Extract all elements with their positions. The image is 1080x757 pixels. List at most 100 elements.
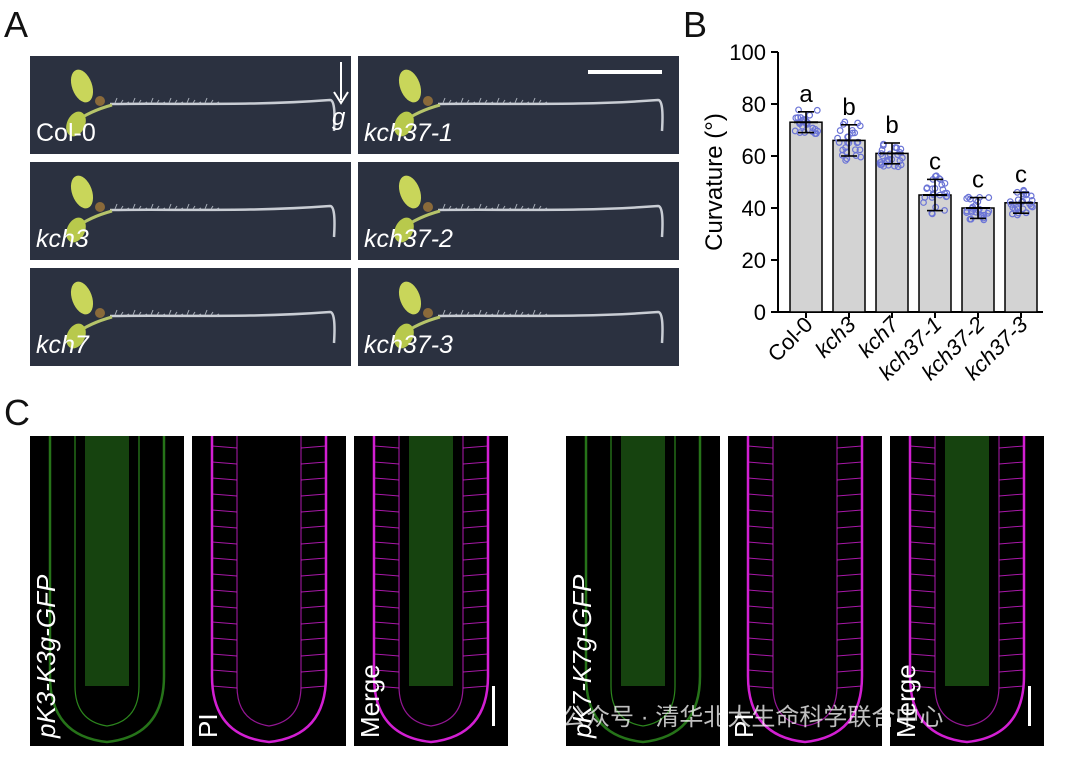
cell-wall bbox=[747, 637, 774, 641]
root-outline bbox=[746, 436, 864, 744]
seed-coat bbox=[423, 96, 433, 106]
cell-wall bbox=[909, 589, 936, 593]
gravity-arrow-icon bbox=[333, 62, 349, 105]
cell-wall bbox=[462, 557, 489, 561]
cell-wall bbox=[747, 653, 774, 657]
root-outline bbox=[908, 436, 1026, 744]
cell-wall bbox=[998, 493, 1025, 497]
bar bbox=[789, 121, 823, 313]
seedling-drawing bbox=[394, 281, 664, 349]
root-hair bbox=[114, 309, 118, 316]
seedling-photo: kch37-3 bbox=[358, 268, 679, 366]
data-point bbox=[842, 156, 850, 164]
root-hair bbox=[138, 311, 142, 316]
root-hair bbox=[502, 205, 506, 210]
root-hair bbox=[174, 99, 178, 104]
root-hair bbox=[120, 311, 124, 316]
root-hair bbox=[216, 101, 220, 104]
root-hair bbox=[192, 99, 196, 104]
root-hair bbox=[180, 101, 184, 104]
cell-wall bbox=[836, 605, 863, 609]
root-hair bbox=[472, 313, 476, 316]
cotyledon bbox=[66, 111, 86, 137]
bar bbox=[832, 139, 866, 313]
scale-bar bbox=[492, 686, 495, 726]
cell-wall bbox=[747, 685, 774, 689]
root-inner-layer bbox=[610, 436, 676, 727]
seed-coat bbox=[95, 96, 105, 106]
root-hair bbox=[210, 205, 214, 210]
root-hair bbox=[520, 205, 524, 210]
root-hair bbox=[114, 97, 118, 104]
root-hair bbox=[216, 207, 220, 210]
data-point bbox=[968, 208, 975, 216]
root-hair bbox=[114, 203, 118, 210]
seedling-drawing bbox=[66, 175, 336, 243]
root-hair bbox=[168, 97, 172, 104]
root-micrograph: pK3-K3g-GFP bbox=[30, 436, 184, 746]
root-hair bbox=[472, 101, 476, 104]
root-hair bbox=[496, 97, 500, 104]
y-tick-label: 80 bbox=[742, 92, 766, 117]
root-inner-layer bbox=[772, 436, 838, 727]
root-hair bbox=[144, 313, 148, 316]
cell-wall bbox=[211, 669, 238, 673]
significance-letter: c bbox=[1015, 161, 1027, 188]
cotyledon bbox=[66, 323, 86, 349]
cotyledon bbox=[394, 111, 414, 137]
root-hair bbox=[508, 207, 512, 210]
root-hair bbox=[126, 313, 130, 316]
root-hair bbox=[538, 311, 542, 316]
root-hair bbox=[198, 313, 202, 316]
bar bbox=[1004, 202, 1038, 313]
data-point bbox=[923, 184, 931, 192]
cell-wall bbox=[836, 509, 863, 513]
root-line bbox=[437, 204, 664, 238]
root-outline bbox=[372, 436, 490, 744]
gfp-signal bbox=[85, 436, 129, 686]
cell-wall bbox=[998, 685, 1025, 689]
seedling-photo: kch3 bbox=[30, 162, 351, 260]
cell-wall bbox=[462, 541, 489, 545]
cell-wall bbox=[211, 525, 238, 529]
cell-wall bbox=[909, 557, 936, 561]
root-hair bbox=[174, 205, 178, 210]
cell-wall bbox=[747, 621, 774, 625]
root-drawing bbox=[746, 436, 864, 744]
cotyledon bbox=[70, 69, 94, 103]
cell-wall bbox=[747, 605, 774, 609]
cell-wall bbox=[998, 637, 1025, 641]
root-hair bbox=[508, 313, 512, 316]
seedling-genotype-label: kch37-2 bbox=[364, 225, 453, 253]
data-point bbox=[939, 186, 947, 193]
cell-wall bbox=[211, 461, 238, 465]
root-hair bbox=[198, 101, 202, 104]
significance-letter: b bbox=[842, 94, 855, 121]
root-hair bbox=[168, 309, 172, 316]
cell-wall bbox=[373, 525, 400, 529]
root-hair bbox=[544, 207, 548, 210]
root-hair bbox=[478, 97, 482, 104]
y-tick-label: 40 bbox=[742, 196, 766, 221]
watermark-text: 公众号 · 清华北大生命科学联合中心 bbox=[562, 704, 944, 731]
cell-wall bbox=[836, 493, 863, 497]
arrow-head bbox=[333, 91, 349, 105]
seedling-drawing bbox=[394, 175, 664, 243]
significance-letter: a bbox=[799, 81, 813, 108]
root-hair bbox=[120, 99, 124, 104]
cell-wall bbox=[373, 589, 400, 593]
data-point bbox=[963, 195, 971, 202]
root-hair bbox=[138, 205, 142, 210]
cell-wall bbox=[462, 637, 489, 641]
cotyledon bbox=[398, 175, 422, 209]
root-hair bbox=[204, 203, 208, 210]
data-point bbox=[811, 125, 819, 133]
root-hair bbox=[132, 309, 136, 316]
cotyledon bbox=[70, 175, 94, 209]
cell-wall bbox=[300, 653, 327, 657]
root-outline bbox=[48, 436, 166, 744]
root-hair bbox=[514, 97, 518, 104]
cell-wall bbox=[300, 669, 327, 673]
cell-wall bbox=[373, 637, 400, 641]
cell-wall bbox=[300, 605, 327, 609]
